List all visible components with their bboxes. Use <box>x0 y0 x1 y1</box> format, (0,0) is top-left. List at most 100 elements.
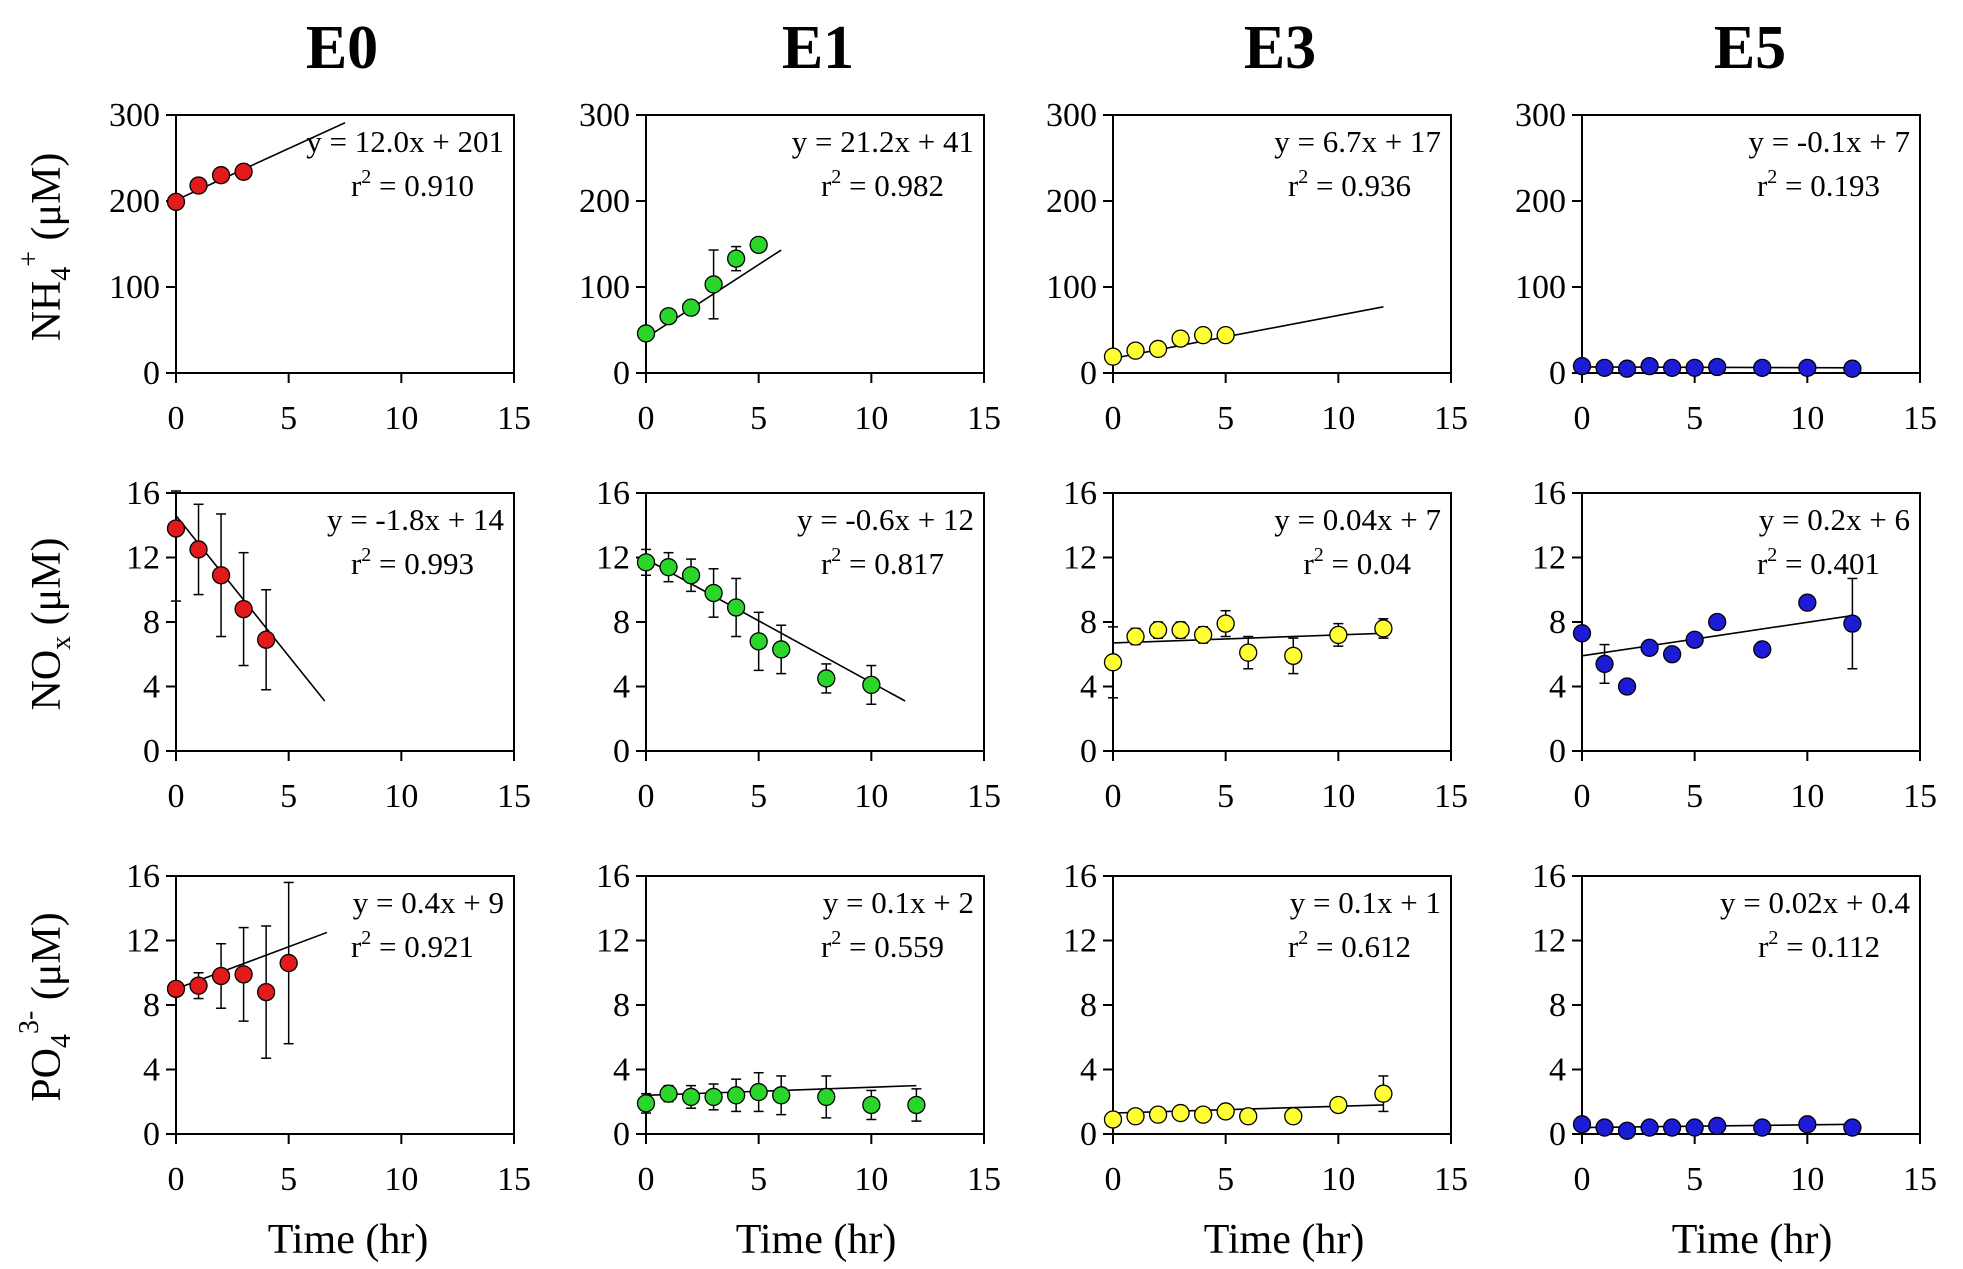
x-tick-label: 15 <box>967 778 1001 815</box>
fit-equation: y = 6.7x + 17 <box>1274 124 1441 159</box>
data-point <box>1753 1118 1772 1137</box>
x-tick-label: 10 <box>384 1161 418 1198</box>
data-point <box>1617 359 1637 378</box>
x-tick-label: 0 <box>1574 400 1591 437</box>
fit-equation: y = 12.0x + 201 <box>306 124 504 159</box>
y-tick-label: 100 <box>1515 269 1566 306</box>
y-tick-label: 300 <box>109 97 160 134</box>
y-tick-label: 200 <box>109 183 160 220</box>
x-tick-label: 0 <box>638 778 655 815</box>
data-point <box>636 1094 656 1113</box>
y-tick-label: 16 <box>126 475 160 512</box>
fit-r-squared: r2 = 0.993 <box>351 544 474 581</box>
y-tick-label: 4 <box>1080 1052 1097 1089</box>
column-title-e0: E0 <box>306 14 378 82</box>
fit-r-squared: r2 = 0.982 <box>821 166 944 203</box>
data-point <box>659 307 678 326</box>
data-point <box>211 166 231 185</box>
x-tick-label: 5 <box>1686 778 1703 815</box>
x-axis-label-e5: Time (hr) <box>1672 1217 1833 1263</box>
data-point <box>234 965 253 984</box>
y-tick-label: 200 <box>579 183 630 220</box>
y-tick-label: 4 <box>613 1052 630 1089</box>
y-tick-label: 0 <box>143 1116 160 1153</box>
y-tick-label: 300 <box>1046 97 1097 134</box>
data-point <box>726 249 746 268</box>
data-point <box>1640 356 1659 376</box>
panel-nox-e3: 0 4 8 12 16 0 5 10 15 y = 0.04x + 7 r2 = 0.04 <box>1063 475 1468 815</box>
data-point <box>1708 357 1727 377</box>
data-point <box>772 1086 791 1105</box>
data-point <box>1193 625 1213 645</box>
data-point <box>1798 358 1817 377</box>
data-point <box>1216 1102 1235 1121</box>
data-point <box>1216 326 1235 345</box>
x-axis-label-e3: Time (hr) <box>1204 1217 1365 1263</box>
data-point <box>636 324 656 343</box>
y-tick-label: 8 <box>613 987 630 1024</box>
x-tick-label: 5 <box>1217 400 1234 437</box>
y-tick-label: 16 <box>1063 475 1097 512</box>
fit-equation: y = -1.8x + 14 <box>327 502 505 537</box>
panel-nh4-e5: 0 100 200 300 0 5 10 15 y = -0.1x + 7 r2 = 0.193 <box>1515 97 1937 437</box>
x-tick-label: 15 <box>497 1161 531 1198</box>
x-tick-label: 15 <box>497 400 531 437</box>
fit-equation: y = 0.2x + 6 <box>1759 502 1910 537</box>
x-axis-label-e0: Time (hr) <box>268 1217 429 1263</box>
y-tick-label: 100 <box>109 269 160 306</box>
x-tick-label: 0 <box>1574 778 1591 815</box>
x-tick-label: 15 <box>1434 778 1468 815</box>
y-tick-label: 4 <box>1549 669 1566 706</box>
data-point <box>1572 356 1592 376</box>
panel-po4-e3: 0 4 8 12 16 0 5 10 15 y = 0.1x + 1 r2 = 0.612 <box>1063 858 1468 1198</box>
y-tick-label: 12 <box>126 923 160 960</box>
x-tick-label: 0 <box>638 1161 655 1198</box>
data-point <box>189 540 208 559</box>
y-tick-label: 16 <box>1532 858 1566 895</box>
fit-r-squared: r2 = 0.193 <box>1757 166 1880 203</box>
data-point <box>1171 1103 1190 1123</box>
y-tick-label: 12 <box>1532 923 1566 960</box>
y-tick-label: 8 <box>143 604 160 641</box>
panel-po4-e5: 0 4 8 12 16 0 5 10 15 y = 0.02x + 0.4 r2 = 0.112 <box>1532 858 1937 1198</box>
y-tick-label: 200 <box>1515 183 1566 220</box>
data-point <box>1572 624 1592 643</box>
data-point <box>256 982 276 1002</box>
data-point <box>1148 1105 1168 1124</box>
data-point <box>1662 1118 1682 1137</box>
data-point <box>1148 620 1168 640</box>
x-tick-label: 15 <box>1903 400 1937 437</box>
fit-equation: y = -0.6x + 12 <box>797 502 974 537</box>
fit-r-squared: r2 = 0.112 <box>1758 927 1880 964</box>
y-tick-label: 0 <box>1549 733 1566 770</box>
data-point <box>1685 630 1704 649</box>
y-tick-label: 0 <box>1549 1116 1566 1153</box>
panel-nox-e5: 0 4 8 12 16 0 5 10 15 y = 0.2x + 6 r2 = 0.401 <box>1532 475 1937 815</box>
y-tick-label: 0 <box>143 355 160 392</box>
panel-nh4-e3: 0 100 200 300 0 5 10 15 y = 6.7x + 17 r2 = 0.936 <box>1046 97 1468 437</box>
data-point <box>1640 638 1659 657</box>
y-tick-label: 0 <box>1080 733 1097 770</box>
x-tick-label: 15 <box>1434 1161 1468 1198</box>
y-tick-label: 0 <box>613 355 630 392</box>
data-point <box>659 1084 678 1103</box>
data-point <box>1617 1121 1637 1140</box>
data-point <box>749 632 768 651</box>
y-tick-label: 12 <box>1532 540 1566 577</box>
x-tick-label: 10 <box>384 778 418 815</box>
y-tick-label: 0 <box>1549 355 1566 392</box>
x-tick-label: 5 <box>280 400 297 437</box>
data-point <box>1753 640 1772 659</box>
x-tick-label: 0 <box>168 400 185 437</box>
y-tick-label: 8 <box>1080 987 1097 1024</box>
x-tick-label: 0 <box>1105 1161 1122 1198</box>
y-tick-label: 300 <box>579 97 630 134</box>
plot-frame <box>1112 114 1452 374</box>
y-tick-label: 12 <box>596 540 630 577</box>
fit-r-squared: r2 = 0.936 <box>1288 166 1411 203</box>
panel-nox-e1: 0 4 8 12 16 0 5 10 15 y = -0.6x + 12 r2 = 0.817 <box>596 475 1001 815</box>
x-tick-label: 5 <box>1686 1161 1703 1198</box>
x-tick-label: 10 <box>1790 400 1824 437</box>
